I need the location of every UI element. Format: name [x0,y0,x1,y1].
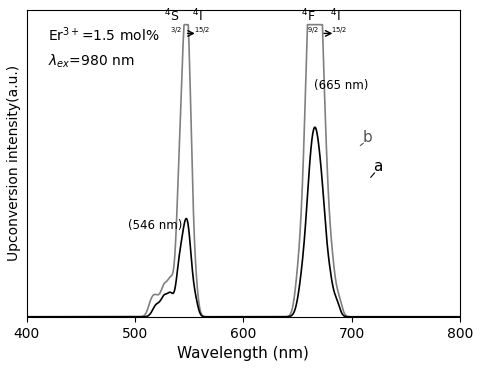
Text: a: a [373,159,383,174]
Text: $^4$F: $^4$F [301,8,315,25]
Text: $_{15/2}$: $_{15/2}$ [194,25,210,36]
Text: $^4$I: $^4$I [330,8,340,25]
Text: $_{3/2}$: $_{3/2}$ [170,25,182,36]
Text: Er$^{3+}$=1.5 mol%: Er$^{3+}$=1.5 mol% [48,25,160,44]
X-axis label: Wavelength (nm): Wavelength (nm) [177,346,309,361]
Text: $\lambda_{ex}$=980 nm: $\lambda_{ex}$=980 nm [48,53,135,70]
Y-axis label: Upconversion intensity(a.u.): Upconversion intensity(a.u.) [7,66,21,262]
Text: (665 nm): (665 nm) [313,79,368,92]
Text: $_{15/2}$: $_{15/2}$ [331,25,348,36]
Text: $^4$I: $^4$I [192,8,203,25]
Text: $_{9/2}$: $_{9/2}$ [307,25,319,36]
Text: (546 nm): (546 nm) [128,219,182,232]
Text: $^4$S: $^4$S [164,8,180,25]
Text: b: b [362,130,372,145]
